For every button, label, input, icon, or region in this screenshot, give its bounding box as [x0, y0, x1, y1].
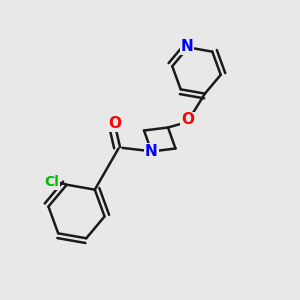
Text: Cl: Cl — [44, 175, 59, 189]
Text: O: O — [181, 112, 194, 128]
Text: N: N — [181, 39, 194, 54]
Text: N: N — [145, 144, 158, 159]
Text: O: O — [108, 116, 121, 131]
